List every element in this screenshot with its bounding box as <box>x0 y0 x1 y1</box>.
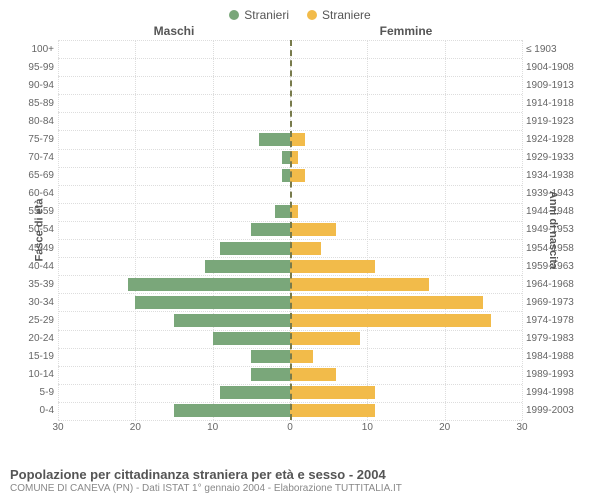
bar-male <box>135 296 290 309</box>
plot-area: Fasce di età Anni di nascita 100+95-9990… <box>10 40 590 420</box>
bar-male <box>251 223 290 236</box>
bar-male <box>174 404 290 417</box>
bar-male <box>174 314 290 327</box>
y-right-tick: 1914-1918 <box>522 94 590 112</box>
bar-female <box>290 314 491 327</box>
bar-female <box>290 169 305 182</box>
y-right-tick: 1964-1968 <box>522 275 590 293</box>
bars-region <box>58 40 522 420</box>
legend-item-male: Stranieri <box>229 8 289 22</box>
y-right-tick: 1979-1983 <box>522 330 590 348</box>
chart-title: Popolazione per cittadinanza straniera p… <box>10 467 590 482</box>
y-right-tick: 1904-1908 <box>522 58 590 76</box>
legend-swatch-female <box>307 10 317 20</box>
x-tick: 30 <box>516 422 527 433</box>
chart-subtitle: COMUNE DI CANEVA (PN) - Dati ISTAT 1° ge… <box>10 483 590 494</box>
x-axis: 30 20 10 0 10 20 30 <box>10 422 590 436</box>
y-left-tick: 90-94 <box>10 76 58 94</box>
bar-female <box>290 404 375 417</box>
bar-male <box>128 278 290 291</box>
legend-label-male: Stranieri <box>244 8 289 22</box>
y-right-tick: 1984-1988 <box>522 348 590 366</box>
y-right-tick: 1989-1993 <box>522 366 590 384</box>
x-tick: 30 <box>52 422 63 433</box>
y-axis-label-right: Anni di nascita <box>547 191 559 269</box>
legend-swatch-male <box>229 10 239 20</box>
bar-female <box>290 332 360 345</box>
y-right-tick: 1909-1913 <box>522 76 590 94</box>
x-axis-ticks: 3020100102030 <box>58 422 522 436</box>
y-right-tick: 1919-1923 <box>522 112 590 130</box>
x-tick: 10 <box>362 422 373 433</box>
x-tick: 0 <box>287 422 293 433</box>
bar-male <box>275 205 290 218</box>
bar-female <box>290 386 375 399</box>
chart-footer: Popolazione per cittadinanza straniera p… <box>10 467 590 494</box>
y-left-tick: 15-19 <box>10 348 58 366</box>
y-right-tick: 1969-1973 <box>522 293 590 311</box>
y-right-tick: 1994-1998 <box>522 384 590 402</box>
y-axis-label-left: Fasce di età <box>33 199 45 262</box>
bar-female <box>290 242 321 255</box>
x-tick: 20 <box>439 422 450 433</box>
y-right-tick: 1974-1978 <box>522 311 590 329</box>
bar-female <box>290 278 429 291</box>
x-tick: 10 <box>207 422 218 433</box>
y-left-tick: 30-34 <box>10 293 58 311</box>
legend: Stranieri Straniere <box>10 8 590 22</box>
bar-female <box>290 296 483 309</box>
y-right-tick: 1934-1938 <box>522 167 590 185</box>
legend-label-female: Straniere <box>322 8 371 22</box>
x-tick: 20 <box>130 422 141 433</box>
bar-male <box>282 151 290 164</box>
zero-line <box>290 40 292 420</box>
bar-male <box>213 332 290 345</box>
legend-item-female: Straniere <box>307 8 371 22</box>
bar-male <box>220 386 290 399</box>
y-right-tick: ≤ 1903 <box>522 40 590 58</box>
bar-male <box>259 133 290 146</box>
column-headers: Maschi Femmine <box>10 24 590 38</box>
y-left-tick: 25-29 <box>10 311 58 329</box>
y-right-tick: 1929-1933 <box>522 149 590 167</box>
header-male: Maschi <box>58 24 290 38</box>
y-left-tick: 100+ <box>10 40 58 58</box>
y-left-tick: 10-14 <box>10 366 58 384</box>
bar-female <box>290 368 336 381</box>
bar-male <box>251 350 290 363</box>
bar-male <box>205 260 290 273</box>
bar-male <box>251 368 290 381</box>
y-left-tick: 70-74 <box>10 149 58 167</box>
bar-female <box>290 223 336 236</box>
y-left-tick: 0-4 <box>10 402 58 420</box>
y-left-tick: 35-39 <box>10 275 58 293</box>
bar-female <box>290 350 313 363</box>
bar-female <box>290 133 305 146</box>
bar-male <box>282 169 290 182</box>
y-right-tick: 1924-1928 <box>522 130 590 148</box>
y-left-tick: 65-69 <box>10 167 58 185</box>
header-female: Femmine <box>290 24 522 38</box>
y-left-tick: 85-89 <box>10 94 58 112</box>
y-left-tick: 20-24 <box>10 330 58 348</box>
y-left-tick: 80-84 <box>10 112 58 130</box>
y-left-tick: 75-79 <box>10 130 58 148</box>
bar-female <box>290 260 375 273</box>
y-right-tick: 1999-2003 <box>522 402 590 420</box>
population-pyramid: Stranieri Straniere Maschi Femmine Fasce… <box>0 0 600 500</box>
y-left-tick: 5-9 <box>10 384 58 402</box>
bar-male <box>220 242 290 255</box>
y-left-tick: 95-99 <box>10 58 58 76</box>
